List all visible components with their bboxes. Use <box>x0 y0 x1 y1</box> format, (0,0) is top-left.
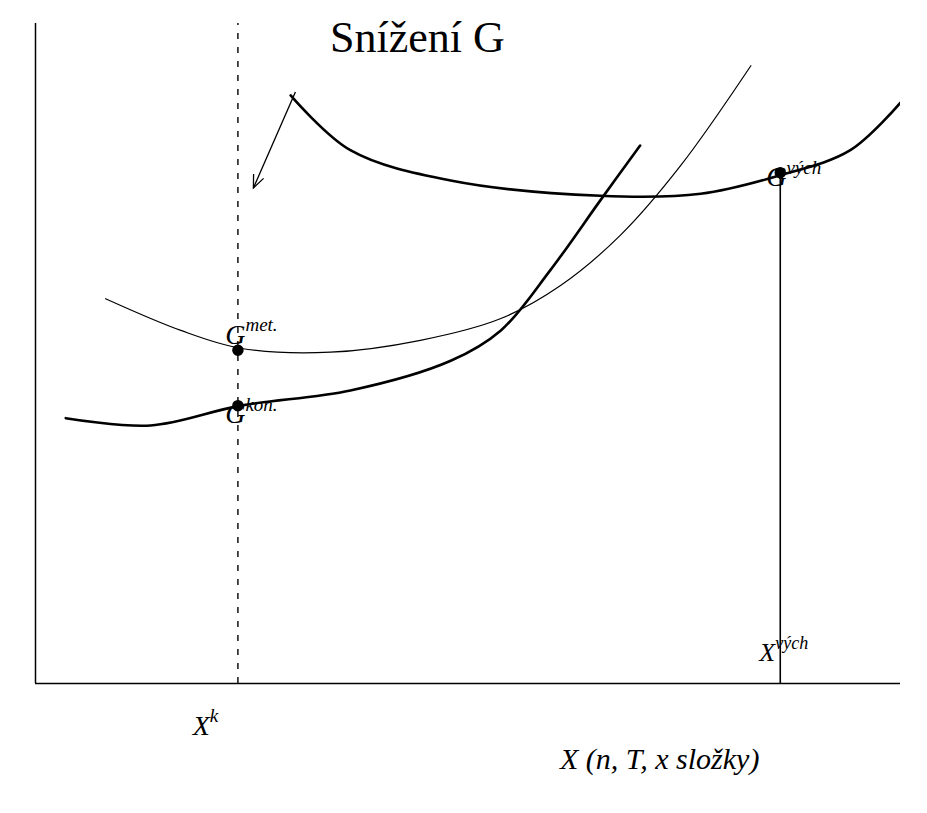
svg-text:Xvých: Xvých <box>758 633 808 667</box>
svg-text:Gvých: Gvých <box>766 157 821 193</box>
svg-text:Gkon.: Gkon. <box>225 394 277 430</box>
html-text:Snížení G: Snížení G <box>330 13 505 62</box>
svg-text:Xk: Xk <box>192 705 219 741</box>
svg-text:Gmet.: Gmet. <box>225 314 277 350</box>
html-text:X (n, T, x složky): X (n, T, x složky) <box>560 742 760 775</box>
